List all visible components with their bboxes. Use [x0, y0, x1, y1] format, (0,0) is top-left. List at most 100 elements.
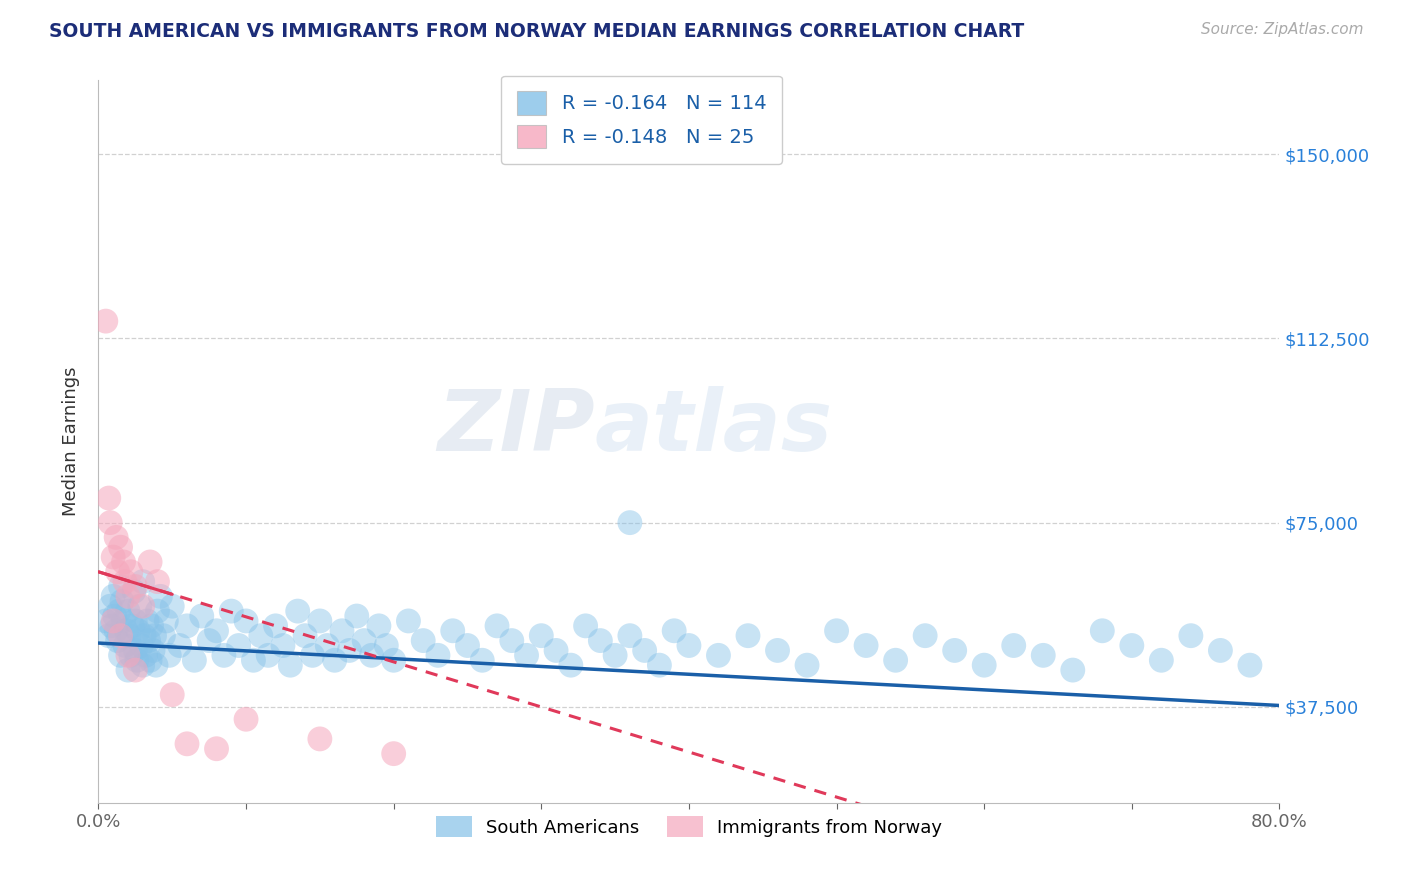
Point: [516, 648, 538, 663]
Point: [111, 594, 134, 608]
Point: [398, 614, 420, 628]
Point: [146, 574, 169, 589]
Point: [575, 619, 598, 633]
Point: [619, 629, 641, 643]
Point: [707, 648, 730, 663]
Point: [110, 540, 132, 554]
Point: [162, 688, 183, 702]
Point: [855, 639, 877, 653]
Point: [198, 633, 221, 648]
Point: [1209, 643, 1232, 657]
Point: [301, 648, 323, 663]
Point: [176, 737, 198, 751]
Point: [107, 565, 129, 579]
Point: [205, 624, 228, 638]
Point: [143, 629, 166, 643]
Point: [316, 639, 339, 653]
Point: [914, 629, 936, 643]
Point: [120, 648, 142, 663]
Point: [128, 599, 150, 614]
Text: Source: ZipAtlas.com: Source: ZipAtlas.com: [1201, 22, 1364, 37]
Point: [441, 624, 464, 638]
Point: [115, 624, 138, 638]
Point: [1150, 653, 1173, 667]
Point: [149, 590, 172, 604]
Point: [176, 619, 198, 633]
Point: [353, 633, 375, 648]
Point: [124, 643, 146, 657]
Point: [120, 565, 142, 579]
Point: [766, 643, 789, 657]
Y-axis label: Median Earnings: Median Earnings: [62, 367, 80, 516]
Point: [127, 624, 149, 638]
Point: [122, 584, 145, 599]
Point: [138, 633, 160, 648]
Point: [105, 624, 128, 638]
Point: [97, 629, 120, 643]
Point: [228, 639, 250, 653]
Point: [375, 639, 398, 653]
Point: [457, 639, 479, 653]
Point: [135, 648, 157, 663]
Point: [136, 614, 159, 628]
Point: [110, 629, 132, 643]
Point: [162, 599, 183, 614]
Point: [169, 639, 191, 653]
Text: ZIP: ZIP: [437, 385, 595, 468]
Point: [114, 639, 136, 653]
Point: [97, 491, 120, 505]
Point: [943, 643, 966, 657]
Point: [382, 747, 405, 761]
Point: [117, 604, 139, 618]
Point: [294, 629, 316, 643]
Point: [117, 590, 139, 604]
Point: [94, 614, 117, 628]
Point: [183, 653, 205, 667]
Point: [129, 639, 152, 653]
Point: [103, 614, 125, 628]
Point: [242, 653, 264, 667]
Point: [104, 609, 127, 624]
Point: [271, 639, 294, 653]
Point: [98, 516, 121, 530]
Point: [117, 663, 139, 677]
Point: [257, 648, 280, 663]
Point: [1002, 639, 1025, 653]
Point: [346, 609, 368, 624]
Point: [221, 604, 243, 618]
Point: [1032, 648, 1054, 663]
Point: [108, 604, 131, 618]
Point: [139, 653, 162, 667]
Point: [124, 580, 146, 594]
Point: [368, 619, 391, 633]
Point: [118, 629, 141, 643]
Point: [664, 624, 686, 638]
Point: [152, 629, 174, 643]
Point: [191, 609, 214, 624]
Point: [1091, 624, 1114, 638]
Point: [427, 648, 450, 663]
Point: [250, 629, 273, 643]
Point: [619, 516, 641, 530]
Point: [546, 643, 568, 657]
Legend: South Americans, Immigrants from Norway: South Americans, Immigrants from Norway: [429, 809, 949, 845]
Point: [309, 731, 332, 746]
Point: [330, 624, 353, 638]
Point: [157, 648, 180, 663]
Point: [124, 663, 146, 677]
Point: [1121, 639, 1143, 653]
Point: [103, 549, 125, 564]
Point: [235, 712, 257, 726]
Point: [323, 653, 346, 667]
Point: [605, 648, 627, 663]
Point: [114, 574, 136, 589]
Point: [884, 653, 907, 667]
Point: [110, 648, 132, 663]
Point: [139, 555, 162, 569]
Point: [287, 604, 309, 618]
Point: [134, 629, 156, 643]
Point: [132, 599, 155, 614]
Point: [560, 658, 582, 673]
Point: [486, 619, 509, 633]
Point: [124, 614, 146, 628]
